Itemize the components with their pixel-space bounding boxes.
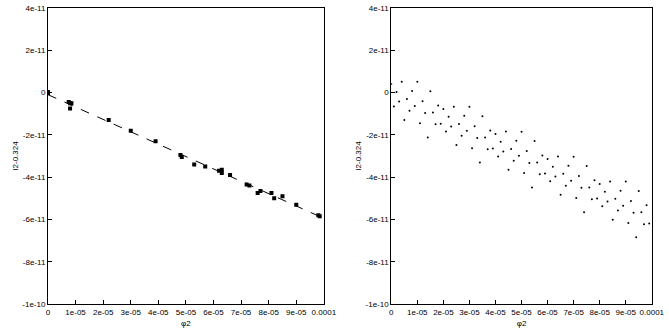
svg-text:-2e-11: -2e-11 (366, 131, 389, 140)
svg-text:7e-05: 7e-05 (231, 308, 252, 317)
svg-text:0: 0 (46, 308, 51, 317)
svg-text:2e-05: 2e-05 (433, 308, 454, 317)
svg-text:-6e-11: -6e-11 (366, 215, 389, 224)
svg-text:-6e-11: -6e-11 (23, 215, 46, 224)
svg-text:3e-05: 3e-05 (459, 308, 480, 317)
svg-text:9e-05: 9e-05 (286, 308, 307, 317)
svg-text:φ2: φ2 (517, 319, 527, 328)
svg-text:-1e-10: -1e-10 (366, 300, 390, 309)
svg-text:φ2: φ2 (181, 319, 191, 328)
svg-text:2e-11: 2e-11 (369, 46, 389, 55)
svg-text:0: 0 (41, 88, 46, 97)
svg-text:4e-11: 4e-11 (369, 4, 389, 13)
svg-text:1e-05: 1e-05 (407, 308, 428, 317)
svg-text:0: 0 (384, 88, 389, 97)
svg-text:5e-05: 5e-05 (176, 308, 197, 317)
svg-text:-1e-10: -1e-10 (22, 300, 46, 309)
svg-text:6e-05: 6e-05 (537, 308, 558, 317)
svg-text:7e-05: 7e-05 (563, 308, 584, 317)
svg-text:0.0001: 0.0001 (312, 308, 337, 317)
svg-text:4e-05: 4e-05 (485, 308, 506, 317)
svg-text:-8e-11: -8e-11 (23, 258, 46, 267)
svg-text:I2-0.324: I2-0.324 (11, 141, 20, 171)
svg-text:0: 0 (389, 308, 394, 317)
svg-text:0.0001: 0.0001 (640, 308, 665, 317)
svg-text:8e-05: 8e-05 (589, 308, 610, 317)
svg-text:2e-05: 2e-05 (93, 308, 114, 317)
svg-text:4e-11: 4e-11 (26, 4, 46, 13)
svg-text:-4e-11: -4e-11 (23, 173, 46, 182)
svg-text:3e-05: 3e-05 (121, 308, 142, 317)
svg-text:-8e-11: -8e-11 (366, 258, 389, 267)
svg-text:I2-0.324: I2-0.324 (354, 141, 363, 171)
svg-text:4e-05: 4e-05 (148, 308, 169, 317)
svg-text:1e-05: 1e-05 (65, 308, 86, 317)
svg-text:-2e-11: -2e-11 (23, 131, 46, 140)
svg-text:6e-05: 6e-05 (203, 308, 224, 317)
svg-text:2e-11: 2e-11 (26, 46, 46, 55)
svg-text:-4e-11: -4e-11 (366, 173, 389, 182)
svg-text:8e-05: 8e-05 (258, 308, 279, 317)
svg-text:9e-05: 9e-05 (616, 308, 637, 317)
svg-text:5e-05: 5e-05 (511, 308, 532, 317)
